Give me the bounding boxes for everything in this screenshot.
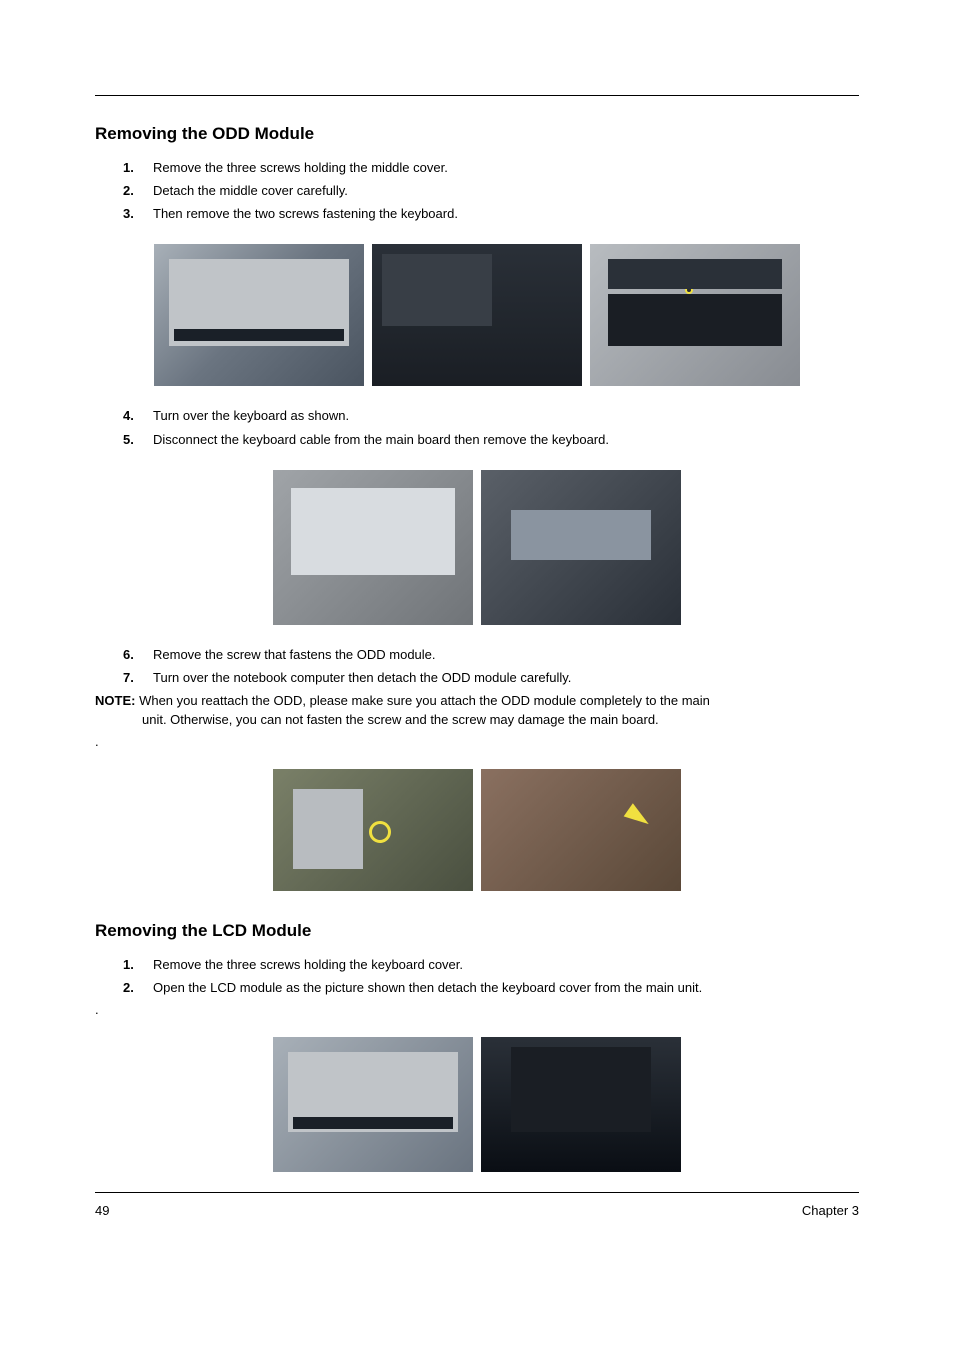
screw-marker-icon xyxy=(210,330,220,340)
steps-list-1c: 6. Remove the screw that fastens the ODD … xyxy=(95,645,859,688)
step-text: Open the LCD module as the picture shown… xyxy=(153,980,702,995)
section-heading-odd: Removing the ODD Module xyxy=(95,124,859,144)
step-number: 6. xyxy=(123,645,134,665)
page-number: 49 xyxy=(95,1203,109,1218)
figure-keyboard-cable xyxy=(481,470,681,625)
step-text: Turn over the keyboard as shown. xyxy=(153,408,349,423)
figure-lcd-open xyxy=(481,1037,681,1172)
step-number: 3. xyxy=(123,204,134,224)
step-number: 5. xyxy=(123,430,134,450)
note-block: NOTE: When you reattach the ODD, please … xyxy=(95,691,859,730)
list-item: 2. Open the LCD module as the picture sho… xyxy=(123,978,859,998)
dot-marker: . xyxy=(95,734,859,749)
note-text-line1: When you reattach the ODD, please make s… xyxy=(139,693,710,708)
step-text: Detach the middle cover carefully. xyxy=(153,183,348,198)
screw-marker-icon xyxy=(685,286,693,294)
top-rule xyxy=(95,95,859,96)
image-row-4 xyxy=(95,1037,859,1172)
image-row-3 xyxy=(95,769,859,891)
screw-marker-icon xyxy=(184,330,194,340)
step-number: 1. xyxy=(123,955,134,975)
figure-keyboard-turned xyxy=(273,470,473,625)
list-item: 7. Turn over the notebook computer then d… xyxy=(123,668,859,688)
screw-marker-icon xyxy=(329,1118,339,1128)
image-row-1 xyxy=(95,244,859,386)
list-item: 1. Remove the three screws holding the mi… xyxy=(123,158,859,178)
list-item: 6. Remove the screw that fastens the ODD … xyxy=(123,645,859,665)
step-text: Remove the screw that fastens the ODD mo… xyxy=(153,647,436,662)
step-text: Remove the three screws holding the keyb… xyxy=(153,957,463,972)
step-text: Then remove the two screws fastening the… xyxy=(153,206,458,221)
figure-middle-cover-screws xyxy=(154,244,364,386)
figure-keyboard-cover-screws xyxy=(273,1037,473,1172)
list-item: 1. Remove the three screws holding the ke… xyxy=(123,955,859,975)
steps-list-2: 1. Remove the three screws holding the ke… xyxy=(95,955,859,998)
steps-list-1b: 4. Turn over the keyboard as shown. 5. Dis… xyxy=(95,406,859,449)
section-heading-lcd: Removing the LCD Module xyxy=(95,921,859,941)
step-number: 2. xyxy=(123,181,134,201)
chapter-label: Chapter 3 xyxy=(802,1203,859,1218)
step-number: 7. xyxy=(123,668,134,688)
step-text: Disconnect the keyboard cable from the m… xyxy=(153,432,609,447)
step-text: Remove the three screws holding the midd… xyxy=(153,160,448,175)
figure-odd-detach xyxy=(481,769,681,891)
page-footer: 49 Chapter 3 xyxy=(95,1192,859,1218)
screw-marker-icon xyxy=(303,1118,313,1128)
list-item: 3. Then remove the two screws fastening t… xyxy=(123,204,859,224)
step-number: 2. xyxy=(123,978,134,998)
step-text: Turn over the notebook computer then det… xyxy=(153,670,571,685)
image-row-2 xyxy=(95,470,859,625)
screw-marker-icon xyxy=(318,330,328,340)
step-number: 1. xyxy=(123,158,134,178)
figure-detach-cover xyxy=(372,244,582,386)
dot-marker: . xyxy=(95,1002,859,1017)
list-item: 2. Detach the middle cover carefully. xyxy=(123,181,859,201)
screw-marker-icon xyxy=(429,1118,439,1128)
list-item: 4. Turn over the keyboard as shown. xyxy=(123,406,859,426)
note-text-line2: unit. Otherwise, you can not fasten the … xyxy=(95,710,859,730)
note-label: NOTE: xyxy=(95,693,139,708)
list-item: 5. Disconnect the keyboard cable from the… xyxy=(123,430,859,450)
steps-list-1a: 1. Remove the three screws holding the mi… xyxy=(95,158,859,224)
figure-odd-screw xyxy=(273,769,473,891)
page-container: Removing the ODD Module 1. Remove the thr… xyxy=(0,0,954,1268)
figure-keyboard-screws xyxy=(590,244,800,386)
step-number: 4. xyxy=(123,406,134,426)
